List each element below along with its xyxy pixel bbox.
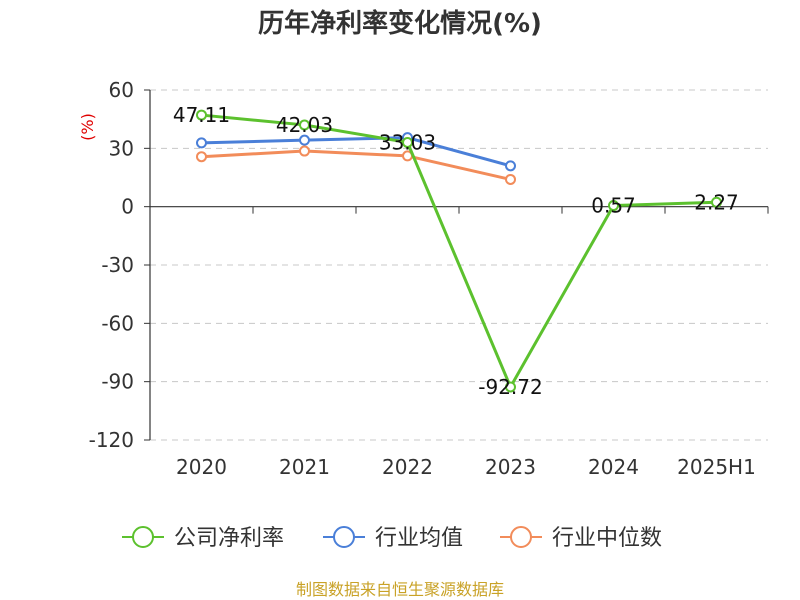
data-point: [711, 196, 722, 208]
y-tick-label: 30: [109, 136, 134, 160]
legend: 公司净利率 行业均值 行业中位数: [122, 526, 662, 551]
y-tick-labels: 60 30 0 -30 -60 -90 -120: [89, 78, 134, 452]
data-point: [196, 137, 207, 149]
x-tick-label: 2022: [382, 455, 433, 479]
legend-item: 行业中位数: [500, 526, 662, 551]
legend-swatch-marker: [333, 526, 355, 548]
legend-item: 行业均值: [323, 526, 463, 551]
x-tick-label: 2023: [485, 455, 536, 479]
chart-title: 历年净利率变化情况(%): [258, 8, 542, 39]
data-point: [608, 200, 619, 212]
series-line: [201, 113, 717, 389]
data-point: [299, 145, 310, 157]
data-point: [299, 134, 310, 146]
y-tick-label: -90: [101, 370, 134, 394]
y-tick-label: -30: [101, 253, 134, 277]
legend-label: 行业中位数: [552, 526, 662, 551]
series-0: [196, 109, 722, 393]
data-point: [402, 136, 413, 148]
y-tick-label: -60: [101, 311, 134, 335]
data-label: 42.03: [276, 113, 333, 137]
axes: [144, 89, 769, 441]
y-tick-label: 60: [109, 78, 134, 102]
x-tick-label: 2025H1: [677, 455, 756, 479]
data-point: [299, 119, 310, 131]
data-labels: 47.11 42.03 33.03 -92.72 0.57 2.27: [173, 103, 739, 399]
data-label: -92.72: [478, 375, 542, 399]
data-point: [196, 109, 207, 121]
y-tick-label: 0: [121, 195, 134, 219]
data-point: [505, 381, 516, 393]
series-line: [201, 136, 511, 168]
legend-label: 公司净利率: [174, 526, 284, 551]
legend-label: 行业均值: [375, 526, 463, 551]
data-point: [196, 151, 207, 163]
series-2: [196, 145, 516, 185]
x-tick-label: 2024: [588, 455, 639, 479]
legend-swatch-marker: [132, 526, 154, 548]
x-tick-labels: 2020 2021 2022 2023 2024 2025H1: [176, 455, 756, 479]
legend-swatch-marker: [510, 526, 532, 548]
data-point: [505, 160, 516, 172]
x-tick-label: 2020: [176, 455, 227, 479]
legend-item: 公司净利率: [122, 526, 284, 551]
series-layer: [196, 109, 722, 393]
source-note: 制图数据来自恒生聚源数据库: [296, 580, 504, 599]
x-tick-label: 2021: [279, 455, 330, 479]
data-label: 33.03: [379, 130, 436, 154]
series-1: [196, 132, 516, 172]
series-line: [201, 149, 511, 181]
y-axis-unit: (%): [78, 113, 97, 141]
data-label: 47.11: [173, 103, 230, 127]
data-label: 0.57: [591, 194, 636, 218]
data-point: [505, 173, 516, 185]
data-label: 2.27: [694, 190, 739, 214]
y-tick-label: -120: [89, 428, 134, 452]
